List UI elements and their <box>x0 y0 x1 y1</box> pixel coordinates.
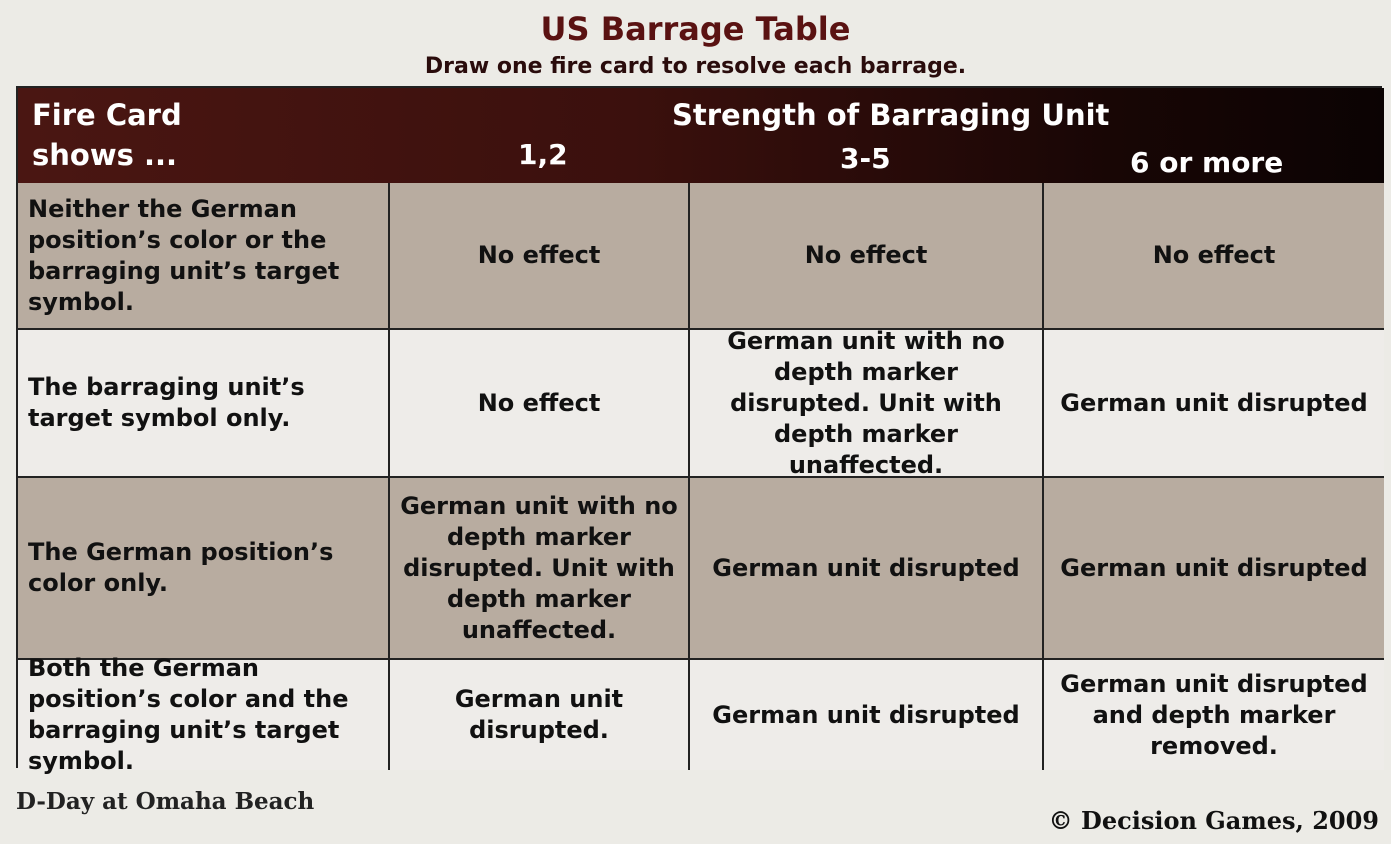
strength-header: Strength of Barraging Unit <box>672 98 1110 132</box>
page-subtitle: Draw one fire card to resolve each barra… <box>424 54 967 79</box>
table-header: Fire Card shows ... Strength of Barragin… <box>18 88 1384 183</box>
game-title: D-Day at Omaha Beach <box>16 788 315 815</box>
row-label: The barraging unit’s target symbol only. <box>18 330 390 478</box>
row-label: Neither the German position’s color or t… <box>18 183 390 330</box>
column-header-6-plus: 6 or more <box>1130 146 1284 179</box>
column-header-3-5: 3-5 <box>840 142 891 175</box>
table-cell: No effect <box>390 330 690 478</box>
table-cell: German unit disrupted <box>1044 330 1384 478</box>
page-title: US Barrage Table <box>540 10 851 48</box>
table-cell: No effect <box>390 183 690 330</box>
table-cell: German unit disrupted <box>690 478 1044 660</box>
fire-card-header-line1: Fire Card <box>32 98 182 132</box>
row-label: Both the German position’s color and the… <box>18 654 390 775</box>
table-cell: German unit with no depth marker disrupt… <box>390 478 690 660</box>
column-header-1-2: 1,2 <box>518 138 568 171</box>
table-cell: German unit disrupted. <box>390 660 690 770</box>
table-cell: German unit disrupted and depth marker r… <box>1044 660 1384 770</box>
row-label: The German position’s color only. <box>18 478 390 660</box>
table-cell: German unit disrupted <box>690 660 1044 770</box>
table-cell: No effect <box>1044 183 1384 330</box>
table-cell: No effect <box>690 183 1044 330</box>
barrage-table: Fire Card shows ... Strength of Barragin… <box>16 86 1384 775</box>
table-cell: German unit with no depth marker disrupt… <box>690 327 1044 479</box>
copyright-notice: © Decision Games, 2009 <box>1048 806 1379 835</box>
table-cell: German unit disrupted <box>1044 478 1384 660</box>
fire-card-header-line2: shows ... <box>32 138 178 172</box>
